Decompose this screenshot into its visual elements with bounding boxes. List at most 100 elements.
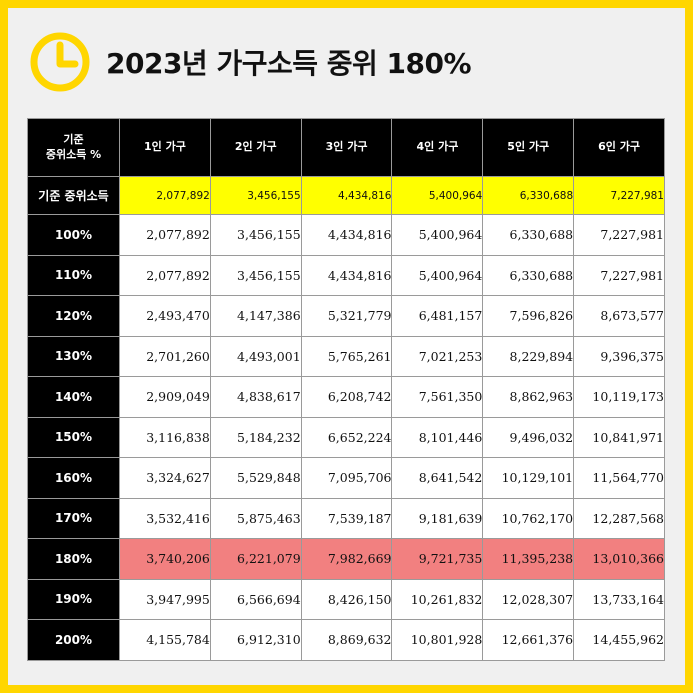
table-cell: 10,762,170 — [482, 497, 575, 539]
row-label: 130% — [27, 335, 120, 377]
table-cell: 5,400,964 — [391, 214, 484, 256]
table-cell: 2,493,470 — [119, 295, 211, 337]
corner-header: 기준 중위소득 % — [27, 118, 120, 177]
table-cell: 8,101,446 — [391, 416, 484, 458]
table-cell: 6,912,310 — [209, 619, 302, 661]
table-cell: 3,116,838 — [119, 416, 211, 458]
table-cell: 8,673,577 — [573, 295, 665, 337]
table-cell: 9,496,032 — [482, 416, 575, 458]
table-cell: 7,227,981 — [573, 176, 665, 215]
corner-line2: 중위소득 % — [45, 147, 102, 161]
table-cell: 4,155,784 — [119, 619, 211, 661]
table-cell: 3,947,995 — [119, 578, 211, 620]
table-cell: 5,765,261 — [300, 335, 393, 377]
table-row: 170% 3,532,416 5,875,463 7,539,187 9,181,639… — [27, 497, 665, 539]
table-cell: 6,330,688 — [482, 176, 575, 215]
table-cell: 5,875,463 — [209, 497, 302, 539]
corner-line1: 기준 — [63, 132, 84, 146]
table-cell: 6,652,224 — [300, 416, 393, 458]
table-cell: 6,481,157 — [391, 295, 484, 337]
table-cell: 7,596,826 — [482, 295, 575, 337]
table-cell: 6,566,694 — [209, 578, 302, 620]
table-cell: 6,208,742 — [300, 376, 393, 418]
table-row: 120% 2,493,470 4,147,386 5,321,779 6,481,157… — [27, 295, 665, 337]
table-cell: 9,396,375 — [573, 335, 665, 377]
table-cell: 7,227,981 — [573, 214, 665, 256]
table-cell: 6,330,688 — [482, 214, 575, 256]
table-cell: 4,434,816 — [300, 214, 393, 256]
table-cell: 3,532,416 — [119, 497, 211, 539]
table-cell: 8,641,542 — [391, 457, 484, 499]
column-header: 2인 가구 — [209, 118, 302, 177]
table-cell: 7,227,981 — [573, 254, 665, 296]
table-cell: 3,456,155 — [209, 254, 302, 296]
row-label: 140% — [27, 376, 120, 418]
table-cell: 10,129,101 — [482, 457, 575, 499]
table-cell: 7,539,187 — [300, 497, 393, 539]
table-cell: 4,493,001 — [209, 335, 302, 377]
table-cell: 14,455,962 — [573, 619, 665, 661]
table-cell: 3,456,155 — [209, 176, 302, 215]
table-cell: 5,529,848 — [209, 457, 302, 499]
column-header: 5인 가구 — [482, 118, 575, 177]
table-cell: 2,077,892 — [119, 176, 211, 215]
table-cell: 4,434,816 — [300, 176, 393, 215]
column-header: 6인 가구 — [573, 118, 665, 177]
table-cell: 8,869,632 — [300, 619, 393, 661]
table-cell: 8,862,963 — [482, 376, 575, 418]
column-header: 1인 가구 — [119, 118, 211, 177]
table-cell: 13,733,164 — [573, 578, 665, 620]
table-cell: 2,077,892 — [119, 214, 211, 256]
row-label: 150% — [27, 416, 120, 458]
row-label: 160% — [27, 457, 120, 499]
row-label: 120% — [27, 295, 120, 337]
table-cell: 5,321,779 — [300, 295, 393, 337]
column-header: 3인 가구 — [300, 118, 393, 177]
table-cell: 3,740,206 — [119, 538, 211, 580]
table-row: 200% 4,155,784 6,912,310 8,869,632 10,801,92… — [27, 619, 665, 661]
table-cell: 10,119,173 — [573, 376, 665, 418]
row-label: 기준 중위소득 — [27, 176, 120, 215]
row-label: 190% — [27, 578, 120, 620]
clock-icon — [28, 30, 92, 94]
table-cell: 13,010,366 — [573, 538, 665, 580]
table-cell: 12,028,307 — [482, 578, 575, 620]
table-cell: 8,229,894 — [482, 335, 575, 377]
table-cell: 7,095,706 — [300, 457, 393, 499]
row-label: 180% — [27, 538, 120, 580]
table-cell: 10,801,928 — [391, 619, 484, 661]
header: 2023년 가구소득 중위 180% — [28, 30, 472, 94]
table-cell: 7,982,669 — [300, 538, 393, 580]
table-cell: 6,221,079 — [209, 538, 302, 580]
table-row: 130% 2,701,260 4,493,001 5,765,261 7,021,253… — [27, 335, 665, 377]
table-cell: 7,561,350 — [391, 376, 484, 418]
table-row: 150% 3,116,838 5,184,232 6,652,224 8,101,446… — [27, 416, 665, 458]
table-cell: 4,838,617 — [209, 376, 302, 418]
table-row: 160% 3,324,627 5,529,848 7,095,706 8,641,542… — [27, 457, 665, 499]
table-cell: 9,721,735 — [391, 538, 484, 580]
row-label: 170% — [27, 497, 120, 539]
table-cell: 2,909,049 — [119, 376, 211, 418]
table-cell: 3,324,627 — [119, 457, 211, 499]
table-cell: 10,841,971 — [573, 416, 665, 458]
table-cell: 3,456,155 — [209, 214, 302, 256]
table-cell: 4,434,816 — [300, 254, 393, 296]
table-cell: 8,426,150 — [300, 578, 393, 620]
table-cell: 12,287,568 — [573, 497, 665, 539]
table-cell: 10,261,832 — [391, 578, 484, 620]
table-row: 140% 2,909,049 4,838,617 6,208,742 7,561,350… — [27, 376, 665, 418]
table-row: 190% 3,947,995 6,566,694 8,426,150 10,261,83… — [27, 578, 665, 620]
row-label: 200% — [27, 619, 120, 661]
table-cell: 12,661,376 — [482, 619, 575, 661]
table-row-highlighted: 180% 3,740,206 6,221,079 7,982,669 9,721,735… — [27, 538, 665, 580]
column-header: 4인 가구 — [391, 118, 484, 177]
table-cell: 2,077,892 — [119, 254, 211, 296]
table-cell: 5,184,232 — [209, 416, 302, 458]
row-label: 100% — [27, 214, 120, 256]
income-table: 기준 중위소득 % 1인 가구 2인 가구 3인 가구 4인 가구 5인 가구 … — [27, 118, 665, 661]
table-cell: 5,400,964 — [391, 176, 484, 215]
table-cell: 11,564,770 — [573, 457, 665, 499]
table-row: 100% 2,077,892 3,456,155 4,434,816 5,400,964… — [27, 214, 665, 256]
table-cell: 5,400,964 — [391, 254, 484, 296]
table-cell: 6,330,688 — [482, 254, 575, 296]
